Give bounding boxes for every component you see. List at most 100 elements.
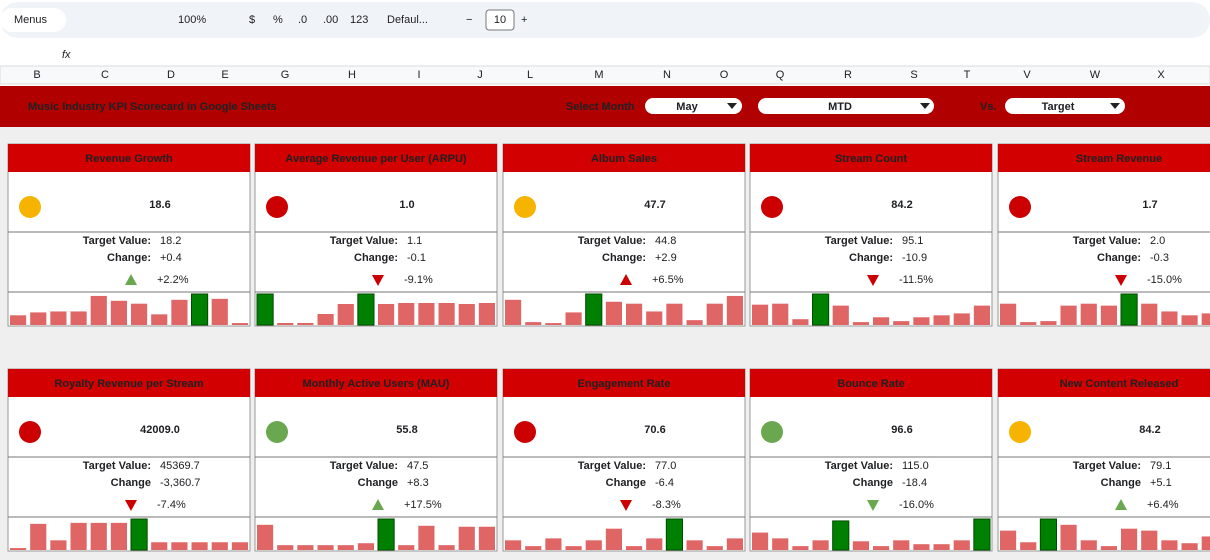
comparison-value[interactable]: Target <box>1042 101 1075 113</box>
target-label: Target Value: <box>578 235 646 247</box>
trend-bar <box>525 546 542 550</box>
currency-btn[interactable]: $ <box>249 14 255 26</box>
trend-bar <box>171 299 188 325</box>
column-letter: N <box>663 69 671 81</box>
trend-bar <box>752 532 769 550</box>
plus-icon[interactable]: + <box>521 14 527 26</box>
trend-bar <box>191 293 209 326</box>
card-title: Bounce Rate <box>837 378 904 390</box>
trend-bar <box>377 518 395 551</box>
search-box[interactable] <box>0 8 66 32</box>
kpi-value: 1.0 <box>399 199 414 211</box>
trend-bar <box>933 544 950 550</box>
trend-bar <box>852 541 869 550</box>
trend-bar <box>110 300 127 325</box>
target-value: 95.1 <box>902 235 923 247</box>
kpi-value: 1.7 <box>1142 199 1157 211</box>
trend-bar <box>378 304 395 325</box>
trend-bar <box>1141 530 1158 550</box>
column-letter: D <box>167 69 175 81</box>
target-value: 18.2 <box>160 235 181 247</box>
target-value: 115.0 <box>902 460 929 472</box>
month-value[interactable]: May <box>676 101 698 113</box>
change-arrow <box>372 499 384 510</box>
column-letter: S <box>910 69 917 81</box>
column-letter: X <box>1157 69 1165 81</box>
trend-bar <box>438 545 455 550</box>
trend-bar <box>792 319 809 325</box>
change-arrow <box>1115 275 1127 286</box>
change-arrow <box>867 500 879 511</box>
card-title: Monthly Active Users (MAU) <box>303 378 450 390</box>
change-percent: +6.4% <box>1147 499 1179 511</box>
trend-bar <box>10 548 27 550</box>
trend-bar <box>231 542 248 550</box>
trend-bar <box>1120 293 1138 326</box>
comparison-dropdown[interactable] <box>1005 98 1125 114</box>
trend-bar <box>913 544 930 550</box>
minus-icon[interactable]: − <box>466 14 472 26</box>
trend-bar <box>545 538 562 550</box>
column-letter: E <box>221 69 228 81</box>
trend-bar <box>933 315 950 325</box>
number-format[interactable]: 123 <box>350 14 368 26</box>
trend-bar <box>726 295 743 325</box>
increase-decimal[interactable]: .00 <box>323 14 338 26</box>
change-value: -3,360.7 <box>160 477 200 489</box>
period-dropdown[interactable] <box>758 98 934 114</box>
target-label: Target Value: <box>1073 235 1141 247</box>
dashboard-title: Music Industry KPI Scorecard in Google S… <box>28 101 277 113</box>
trend-bar <box>171 542 188 550</box>
percent-btn[interactable]: % <box>273 14 283 26</box>
trend-bar <box>1040 321 1057 325</box>
month-dropdown[interactable] <box>645 98 742 114</box>
target-value: 47.5 <box>407 460 428 472</box>
card-title-bar <box>503 144 745 172</box>
zoom[interactable]: 100% <box>178 14 206 26</box>
trend-bar <box>1060 524 1077 550</box>
column-letter: C <box>101 69 109 81</box>
column-letter: B <box>33 69 40 81</box>
trend-bar <box>277 545 294 550</box>
trend-bar <box>686 320 703 325</box>
trend-bar <box>256 293 274 326</box>
target-value: 77.0 <box>655 460 676 472</box>
font-select[interactable]: Defaul... <box>387 14 428 26</box>
trend-bar <box>257 524 274 550</box>
target-label: Target Value: <box>578 460 646 472</box>
trend-bar <box>953 540 970 550</box>
trend-bar <box>665 518 683 551</box>
trend-bar <box>646 311 663 325</box>
column-letter: J <box>477 69 483 81</box>
trend-bar <box>297 323 314 325</box>
kpi-value: 55.8 <box>396 424 417 436</box>
column-letter: R <box>844 69 852 81</box>
trend-bar <box>151 542 168 550</box>
search-text[interactable]: Menus <box>14 14 48 26</box>
trend-bar <box>1100 305 1117 325</box>
period-value[interactable]: MTD <box>828 101 852 113</box>
trend-bar <box>812 293 830 326</box>
kpi-card <box>749 368 993 552</box>
card-title: New Content Released <box>1060 378 1179 390</box>
decrease-decimal[interactable]: .0 <box>298 14 307 26</box>
font-size-box[interactable] <box>485 9 515 31</box>
trend-bar <box>418 303 435 325</box>
trend-bar <box>70 522 87 550</box>
status-dot <box>266 421 288 443</box>
target-value: 45369.7 <box>160 460 200 472</box>
change-percent: +2.2% <box>157 274 189 286</box>
font-size[interactable]: 10 <box>494 14 506 26</box>
kpi-value: 96.6 <box>891 424 912 436</box>
column-letter: V <box>1023 69 1031 81</box>
target-value: 44.8 <box>655 235 676 247</box>
trend-bar <box>211 542 228 550</box>
trend-bar <box>398 545 415 550</box>
trend-bar <box>913 317 930 325</box>
trend-bar <box>1080 303 1097 325</box>
card-title-bar <box>998 369 1210 397</box>
change-label: Change: <box>107 252 151 264</box>
card-title-bar <box>998 144 1210 172</box>
dropdown-arrow <box>1110 103 1120 109</box>
trend-bar <box>706 303 723 325</box>
